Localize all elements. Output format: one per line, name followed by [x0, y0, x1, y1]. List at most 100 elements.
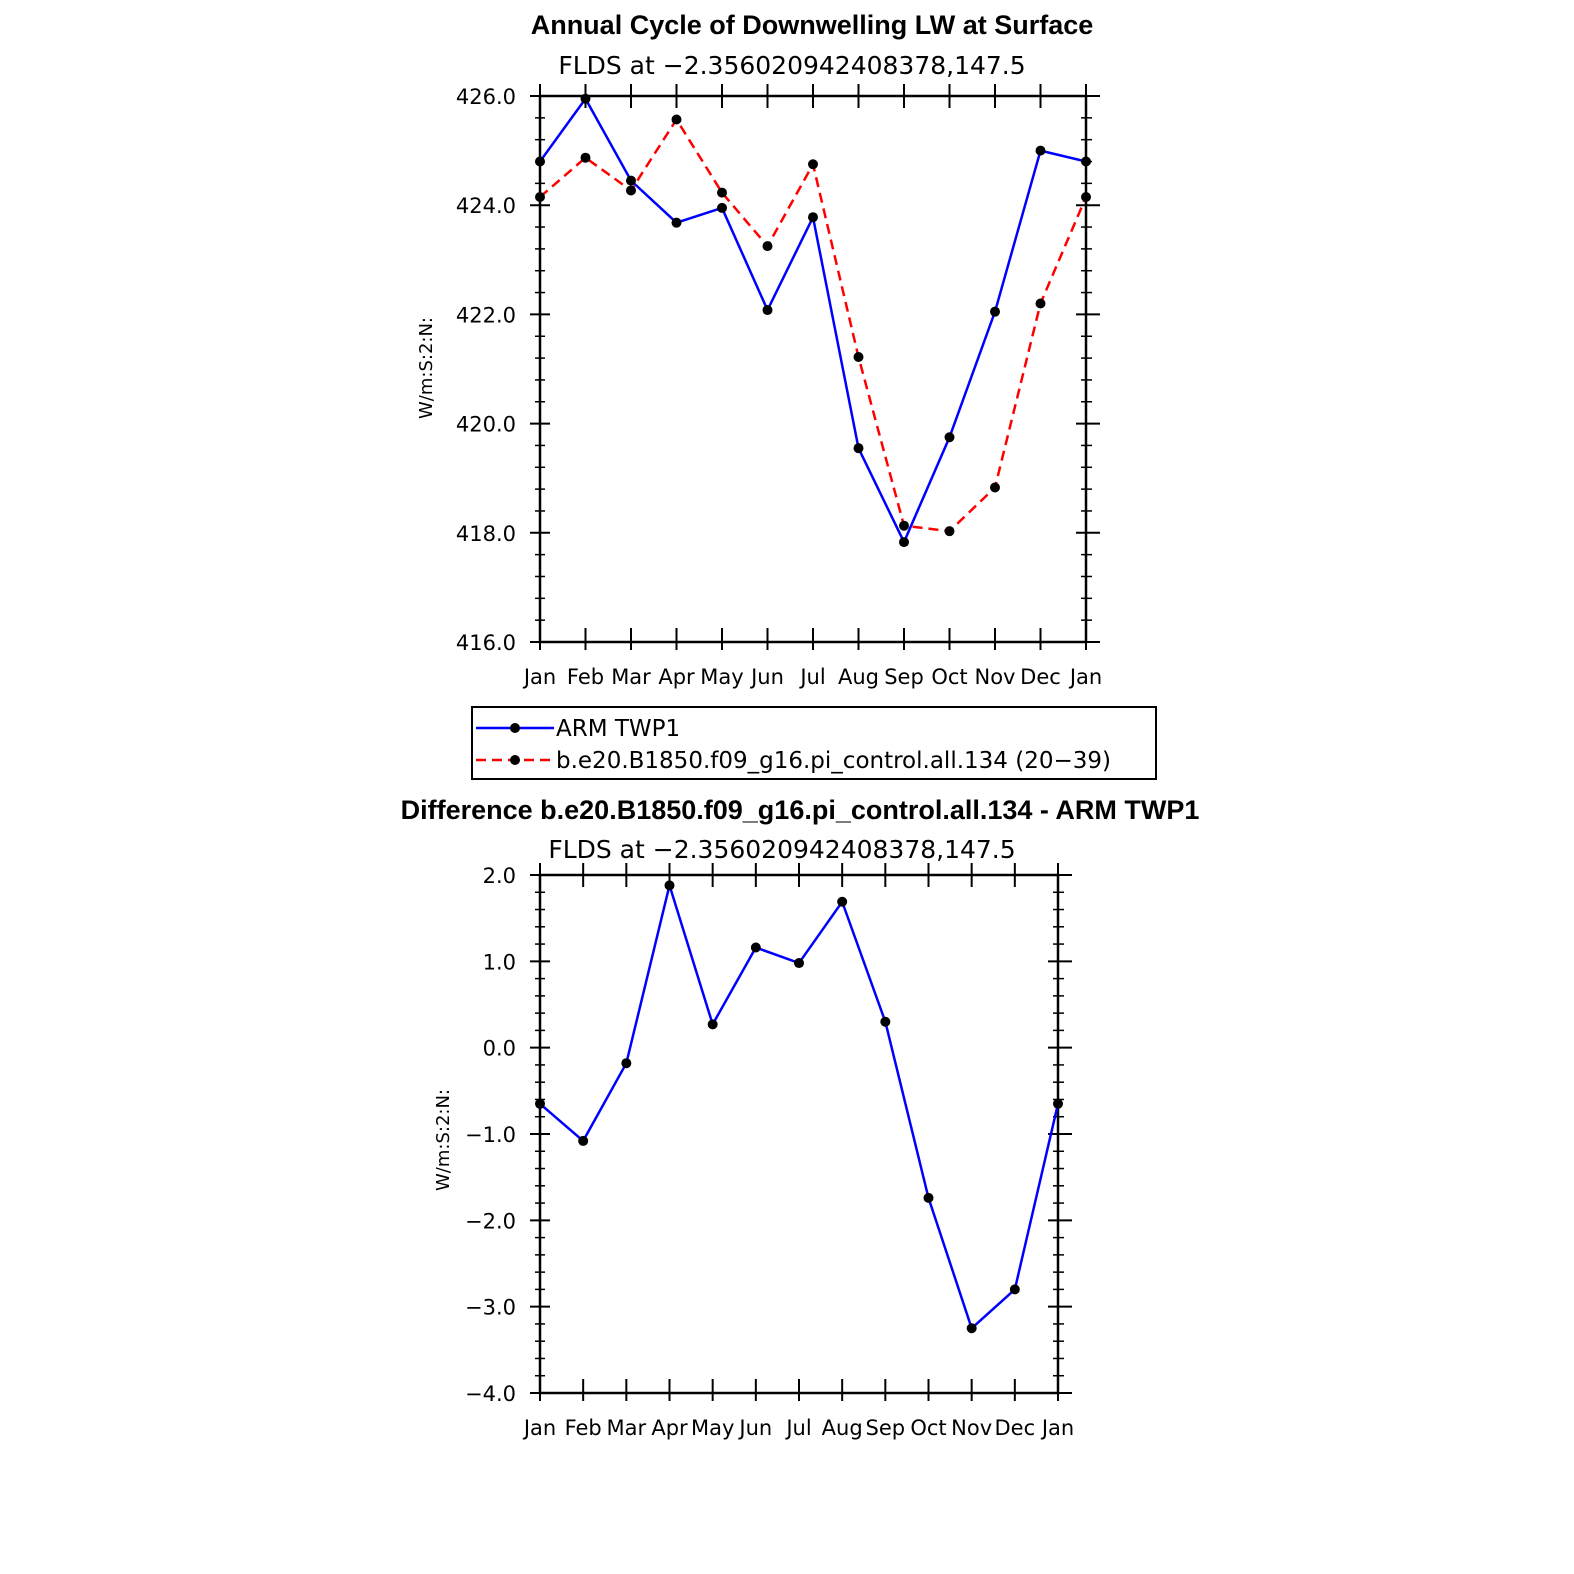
x-tick-label: Apr — [658, 665, 695, 689]
data-point — [1081, 156, 1091, 167]
data-point — [1081, 192, 1091, 203]
y-tick-label: 0.0 — [483, 1037, 516, 1061]
plot-frame: Jan Feb Mar Apr May Jun Jul Aug Sep Oct Nov Dec Jan−… — [465, 863, 1074, 1440]
x-tick-label: Feb — [565, 1416, 602, 1440]
data-point — [944, 526, 955, 537]
x-tick-label: Jan — [1068, 665, 1102, 689]
chart-subtitle: FLDS at −2.356020942408378,147.5 — [548, 835, 1015, 864]
y-tick-label: 422.0 — [456, 303, 516, 327]
data-point — [1009, 1284, 1020, 1295]
series-line-0 — [539, 880, 1060, 1331]
x-tick-label: May — [700, 665, 743, 689]
data-point — [1035, 145, 1046, 156]
data-point — [671, 217, 682, 228]
x-tick-label: Jan — [522, 1416, 556, 1440]
data-point — [717, 187, 727, 198]
series-layer — [535, 880, 1063, 1334]
y-tick-label: −3.0 — [465, 1296, 516, 1320]
chart-subtitle: FLDS at −2.356020942408378,147.5 — [558, 51, 1025, 80]
data-point — [580, 93, 591, 104]
data-point — [535, 192, 545, 203]
legend-box — [471, 706, 1157, 780]
y-tick-label: 2.0 — [483, 864, 516, 888]
x-tick-label: Oct — [910, 1416, 946, 1440]
plot-border — [538, 873, 1060, 1395]
data-point — [762, 241, 773, 252]
data-point — [794, 958, 804, 969]
data-point — [880, 1016, 891, 1027]
y-axis-label: W/m:S:2:N: — [416, 317, 437, 419]
data-point — [853, 351, 864, 362]
data-point — [808, 159, 818, 170]
y-tick-label: −1.0 — [465, 1123, 516, 1147]
data-point — [899, 537, 909, 548]
data-point — [990, 482, 1000, 493]
data-point — [707, 1019, 718, 1030]
data-point — [717, 202, 727, 213]
data-point — [671, 114, 682, 125]
y-tick-label: 418.0 — [456, 522, 516, 546]
x-tick-label: Dec — [995, 1416, 1036, 1440]
data-point — [1035, 298, 1046, 309]
y-tick-label: 426.0 — [456, 85, 516, 109]
data-point — [626, 185, 636, 196]
x-tick-label: Nov — [951, 1416, 992, 1440]
data-point — [580, 152, 591, 163]
data-point — [899, 520, 909, 531]
data-point — [621, 1058, 632, 1069]
x-tick-label: May — [691, 1416, 734, 1440]
x-tick-label: Mar — [607, 1416, 647, 1440]
annual-cycle-chart: Annual Cycle of Downwelling LW at Surfac… — [416, 10, 1102, 689]
data-point — [944, 432, 955, 443]
y-tick-label: −4.0 — [465, 1382, 516, 1406]
data-point — [626, 175, 636, 186]
data-point — [923, 1192, 934, 1203]
chart-title: Difference b.e20.B1850.f09_g16.pi_contro… — [401, 795, 1200, 825]
data-point — [990, 306, 1000, 317]
x-tick-label: Aug — [822, 1416, 863, 1440]
x-tick-label: Jun — [737, 1416, 772, 1440]
legend-marker-arm — [510, 723, 520, 733]
x-tick-label: Oct — [931, 665, 967, 689]
chart-title: Annual Cycle of Downwelling LW at Surfac… — [531, 10, 1094, 40]
x-tick-label: Mar — [611, 665, 651, 689]
x-tick-label: Jun — [749, 665, 784, 689]
series-layer — [535, 93, 1091, 548]
plot-frame: Jan Feb Mar Apr May Jun Jul Aug Sep Oct Nov Dec Jan4… — [456, 84, 1102, 689]
data-point — [762, 305, 773, 316]
series-line-1 — [539, 117, 1088, 533]
data-point — [853, 443, 864, 454]
legend: ARM TWP1 b.e20.B1850.f09_g16.pi_control.… — [471, 706, 1157, 780]
x-tick-label: Aug — [838, 665, 879, 689]
y-tick-label: 424.0 — [456, 194, 516, 218]
x-tick-label: Jul — [798, 665, 825, 689]
data-point — [535, 156, 545, 167]
x-tick-label: Sep — [866, 1416, 906, 1440]
y-tick-label: 420.0 — [456, 413, 516, 437]
data-point — [664, 880, 675, 891]
x-tick-label: Feb — [567, 665, 604, 689]
y-tick-label: 416.0 — [456, 631, 516, 655]
x-tick-label: Jul — [784, 1416, 811, 1440]
legend-label-model: b.e20.B1850.f09_g16.pi_control.all.134 (… — [556, 748, 1111, 774]
x-tick-label: Dec — [1020, 665, 1061, 689]
data-point — [837, 896, 848, 907]
data-point — [750, 942, 761, 953]
data-point — [578, 1135, 589, 1146]
legend-marker-model — [510, 755, 520, 765]
plot-border — [538, 94, 1088, 644]
data-point — [1053, 1098, 1063, 1109]
difference-chart: Difference b.e20.B1850.f09_g16.pi_contro… — [401, 795, 1200, 1440]
x-tick-label: Nov — [975, 665, 1016, 689]
data-point — [535, 1098, 545, 1109]
data-point — [966, 1323, 977, 1334]
y-tick-label: −2.0 — [465, 1209, 516, 1233]
legend-label-arm: ARM TWP1 — [556, 716, 680, 742]
x-tick-label: Jan — [1040, 1416, 1074, 1440]
x-tick-label: Sep — [884, 665, 924, 689]
y-axis-label: W/m:S:2:N: — [433, 1089, 454, 1191]
x-tick-label: Jan — [522, 665, 556, 689]
y-tick-label: 1.0 — [483, 950, 516, 974]
data-point — [808, 212, 818, 223]
